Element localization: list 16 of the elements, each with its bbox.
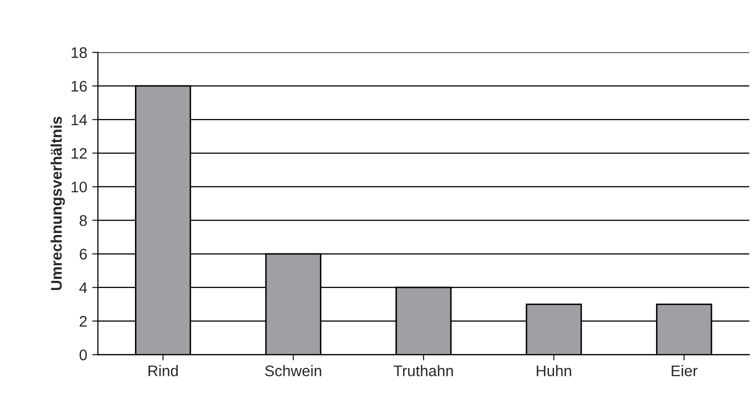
y-tick-label: 18 <box>72 47 87 58</box>
y-tick-label: 16 <box>72 80 87 92</box>
y-tick-label: 14 <box>72 114 88 126</box>
y-tick-label: 2 <box>80 316 87 327</box>
y-axis-title: Umrechnungsverhältnis <box>50 116 65 290</box>
x-tick-label: Rind <box>148 365 178 376</box>
y-tick-label: 6 <box>80 248 87 260</box>
y-tick-label: 10 <box>72 182 87 192</box>
y-tick-label: 4 <box>79 282 88 294</box>
x-tick-label: Truthahn <box>394 365 453 376</box>
x-tick-label: Eier <box>672 365 698 376</box>
y-tick-label: 8 <box>80 215 87 226</box>
x-tick-label: Schwein <box>265 365 322 376</box>
x-tick-label: Huhn <box>536 365 572 376</box>
y-tick-label: 12 <box>72 148 87 159</box>
y-tick-label: 0 <box>80 350 87 360</box>
